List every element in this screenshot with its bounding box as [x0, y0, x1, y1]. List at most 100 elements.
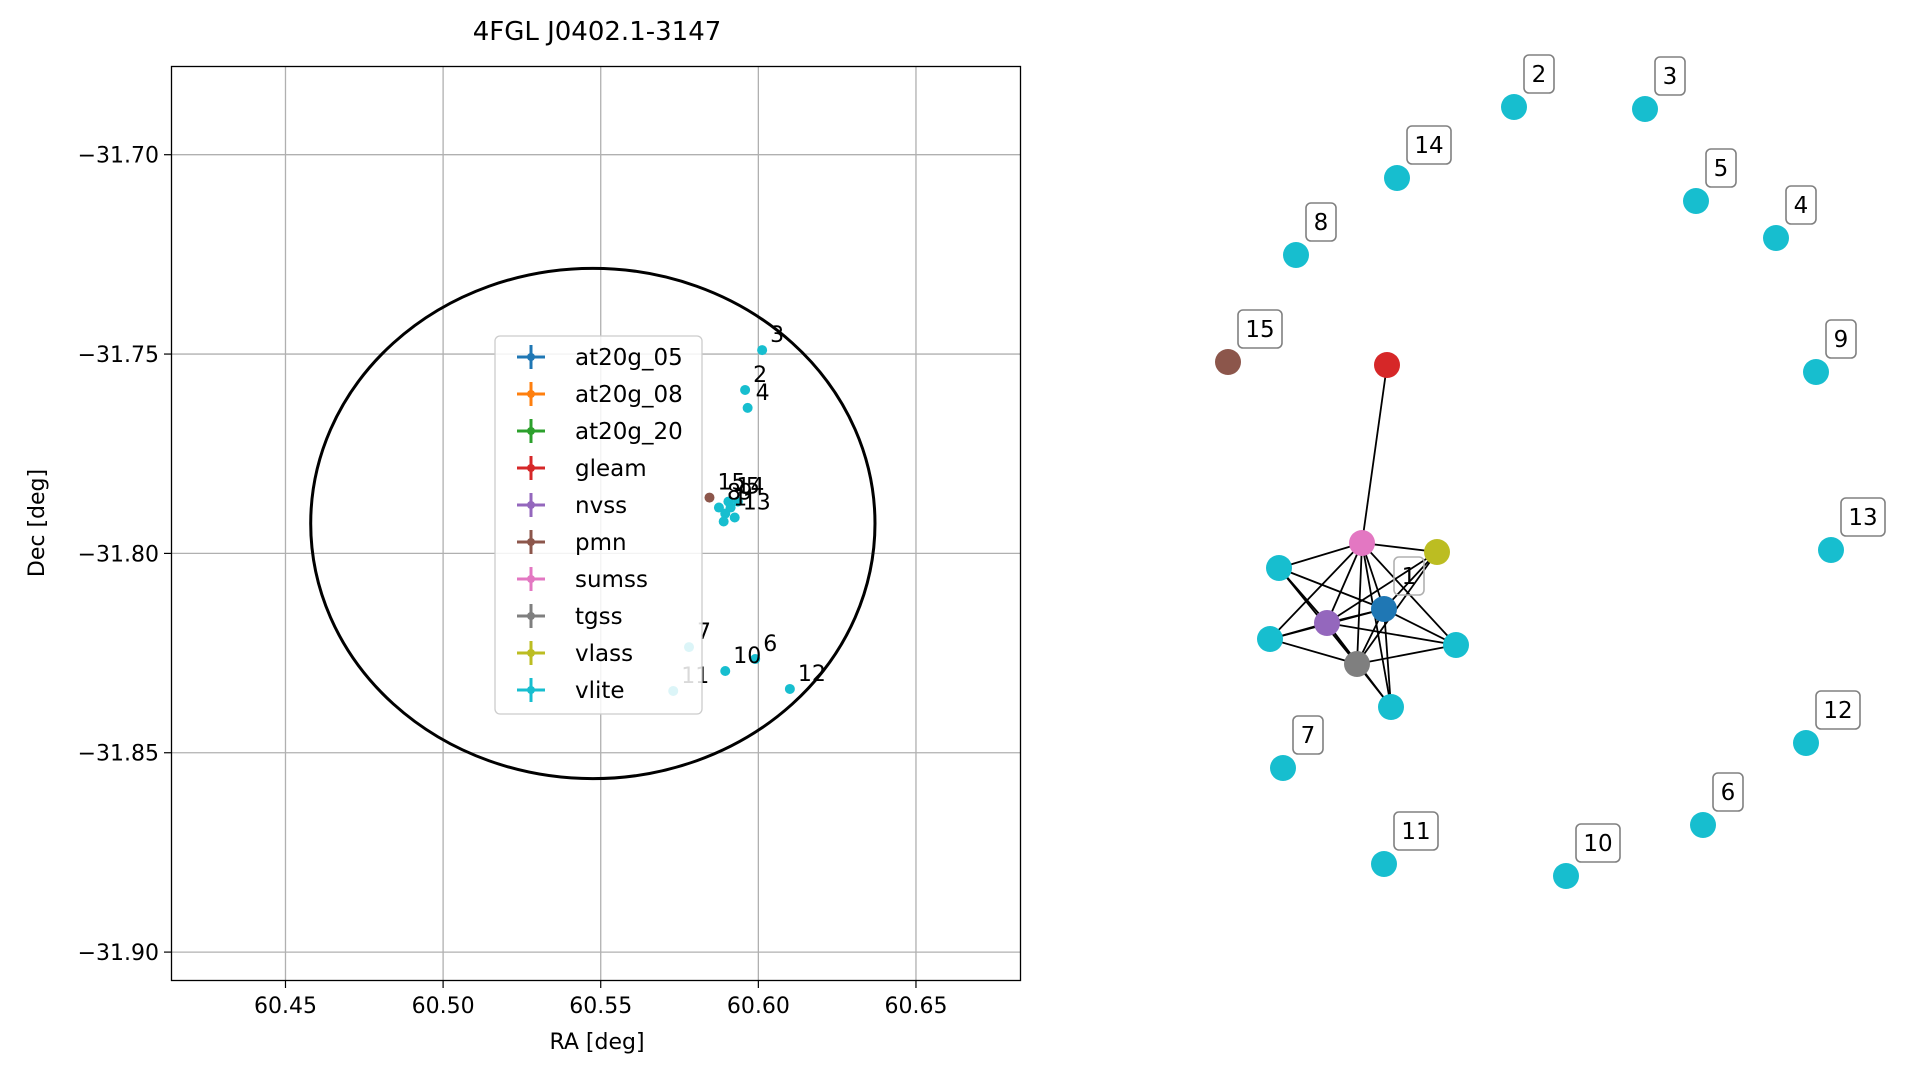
graph-nodes [1215, 94, 1844, 889]
plot-frame [170, 65, 1022, 982]
source-label: 12 [798, 662, 826, 687]
graph-node-label-box [1712, 772, 1744, 812]
y-tick-label: −31.90 [78, 941, 159, 966]
graph-node-label-box [1393, 811, 1439, 851]
legend-marker-dot [527, 649, 535, 657]
source-point [757, 345, 768, 356]
graph-node [1374, 352, 1400, 378]
source-point [784, 683, 795, 694]
grid [172, 67, 1020, 980]
graph-edge [1356, 644, 1457, 665]
source-label: 13 [743, 491, 771, 516]
graph-node [1553, 863, 1579, 889]
x-axis-ticks: 60.45 60.50 60.55 60.60 60.65 [254, 980, 947, 1019]
y-tick-label: −31.75 [78, 343, 159, 368]
x-axis-label: RA [deg] [549, 1030, 644, 1055]
graph-edge [1356, 542, 1363, 665]
legend-marker-dot [527, 390, 535, 398]
graph-edge [1269, 638, 1358, 665]
graph-node-label-box [1654, 56, 1686, 96]
graph-node [1793, 730, 1819, 756]
y-axis-ticks: −31.70 −31.75 −31.80 −31.85 −31.90 [78, 144, 172, 966]
source-point [718, 516, 729, 527]
x-tick-label: 60.55 [569, 994, 632, 1019]
graph-node-label: 5 [1714, 156, 1729, 182]
source-label: 3 [770, 323, 784, 348]
point-labels: 324151458911376101211 [681, 323, 826, 689]
graph-edge [1356, 551, 1438, 665]
error-ellipse [309, 266, 877, 781]
graph-edge [1278, 567, 1385, 610]
graph-node-label-box [1825, 319, 1857, 359]
legend-label: sumss [575, 567, 648, 593]
legend-box [494, 335, 703, 715]
graph-node [1371, 596, 1397, 622]
graph-node-label: 9 [1834, 327, 1849, 353]
source-point [729, 512, 740, 523]
legend-label: at20g_20 [575, 419, 683, 445]
graph-node [1266, 555, 1292, 581]
source-point [704, 492, 715, 503]
graph-node [1443, 632, 1469, 658]
graph-node-label: 4 [1794, 193, 1809, 219]
graph-node [1371, 851, 1397, 877]
graph-node-label-box [1815, 690, 1861, 730]
source-point [742, 402, 753, 413]
legend-marker-dot [527, 427, 535, 435]
graph-node-label-box [1523, 54, 1555, 94]
graph-node-label-box [1305, 202, 1337, 242]
y-axis-label: Dec [deg] [25, 469, 50, 577]
graph-node-label: 1 [1402, 564, 1417, 590]
legend-marker-dot [527, 612, 535, 620]
legend-marker-dot [527, 575, 535, 583]
legend-marker-dot [527, 501, 535, 509]
source-label: 14 [736, 475, 764, 500]
y-tick-label: −31.85 [78, 742, 159, 767]
graph-node [1215, 349, 1241, 375]
graph-node-label: 10 [1583, 831, 1612, 857]
graph-edge [1278, 542, 1363, 569]
graph-edge [1326, 622, 1457, 646]
graph-node-label-box [1785, 185, 1817, 225]
source-label: 4 [756, 381, 770, 406]
graph-node [1632, 96, 1658, 122]
graph-node [1283, 242, 1309, 268]
graph-node-label: 2 [1532, 62, 1547, 88]
graph-node [1763, 225, 1789, 251]
graph-node-label-box [1575, 823, 1621, 863]
x-tick-label: 60.45 [254, 994, 317, 1019]
graph-edge [1326, 551, 1438, 624]
x-tick-label: 60.65 [884, 994, 947, 1019]
graph-node-label-box [1292, 715, 1324, 755]
graph-edge [1361, 542, 1457, 646]
chart-title: 4FGL J0402.1-3147 [473, 17, 722, 47]
graph-node-label: 11 [1401, 819, 1430, 845]
legend-marker-dot [527, 353, 535, 361]
graph-node-label: 7 [1301, 723, 1316, 749]
graph-node-label: 8 [1314, 210, 1329, 236]
legend-label: vlite [575, 678, 625, 704]
graph-node [1349, 530, 1375, 556]
graph-node-label-box [1393, 556, 1425, 596]
source-point [720, 508, 731, 519]
x-tick-label: 60.50 [412, 994, 475, 1019]
legend-label: vlass [575, 641, 633, 667]
graph-node-label-box [1705, 148, 1737, 188]
graph-node [1683, 188, 1709, 214]
legend-label: at20g_05 [575, 345, 683, 371]
legend-label: nvss [575, 493, 627, 519]
legend-marker-dot [527, 464, 535, 472]
graph-node-label: 14 [1414, 133, 1443, 159]
source-label: 6 [763, 632, 777, 657]
error-ellipse-layer [309, 266, 877, 781]
y-tick-label: −31.70 [78, 144, 159, 169]
legend-marker-dot [527, 538, 535, 546]
legend-label: gleam [575, 456, 647, 482]
legend-label: at20g_08 [575, 382, 683, 408]
y-tick-label: −31.80 [78, 542, 159, 567]
legend-marker-dot [527, 686, 535, 694]
graph-node [1424, 539, 1450, 565]
